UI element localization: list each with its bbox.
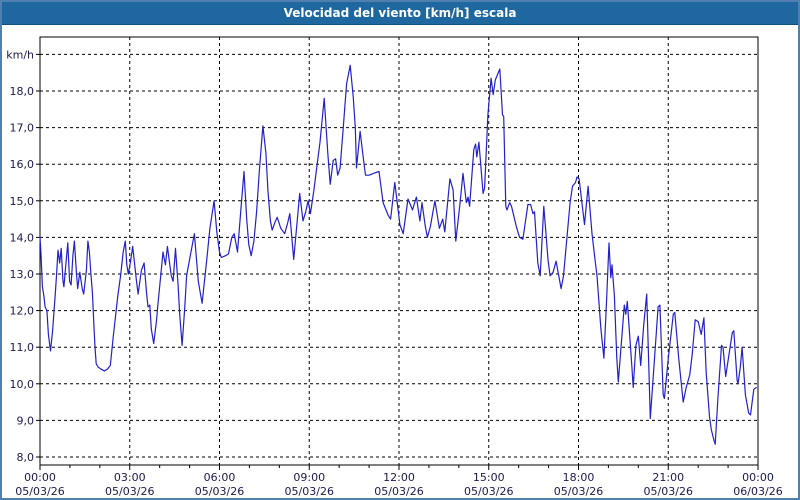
x-tick-date-label: 05/03/26 bbox=[105, 485, 154, 498]
x-tick-time-label: 09:00 bbox=[293, 471, 325, 484]
x-tick-date-label: 05/03/26 bbox=[554, 485, 603, 498]
plot-frame bbox=[39, 36, 759, 466]
x-tick-date-label: 05/03/26 bbox=[15, 485, 64, 498]
x-tick-time-label: 00:00 bbox=[24, 471, 56, 484]
title-bar: Velocidad del viento [km/h] escala bbox=[2, 2, 798, 25]
y-tick-label: 10,0 bbox=[10, 378, 35, 391]
x-tick-time-label: 21:00 bbox=[652, 471, 684, 484]
x-tick-time-label: 03:00 bbox=[114, 471, 146, 484]
x-tick-time-label: 18:00 bbox=[563, 471, 595, 484]
y-tick-label: 18,0 bbox=[10, 85, 35, 98]
page-title: Velocidad del viento [km/h] escala bbox=[283, 6, 517, 20]
x-tick-date-label: 05/03/26 bbox=[285, 485, 334, 498]
y-tick-label: 12,0 bbox=[10, 305, 35, 318]
y-tick-label: 17,0 bbox=[10, 122, 35, 135]
y-tick-label: 14,0 bbox=[10, 231, 35, 244]
x-tick-date-label: 05/03/26 bbox=[464, 485, 513, 498]
x-tick-date-label: 05/03/26 bbox=[374, 485, 423, 498]
y-tick-label: 16,0 bbox=[10, 158, 35, 171]
x-tick-time-label: 00:00 bbox=[742, 471, 774, 484]
x-tick-time-label: 15:00 bbox=[473, 471, 505, 484]
chart-canvas: km/h 18,0 17,0 16,0 15,0 14,0 13,0 12,0 11,0 10,0… bbox=[2, 25, 798, 498]
y-tick-label: 9,0 bbox=[17, 414, 35, 427]
y-axis-unit-label: km/h bbox=[6, 48, 34, 61]
wind-speed-chart: km/h 18,0 17,0 16,0 15,0 14,0 13,0 12,0 11,0 10,0… bbox=[6, 36, 783, 498]
x-tick-date-label: 06/03/26 bbox=[733, 485, 782, 498]
x-tick-date-label: 05/03/26 bbox=[195, 485, 244, 498]
x-tick-time-label: 12:00 bbox=[383, 471, 415, 484]
wind-speed-line bbox=[39, 64, 757, 445]
y-tick-label: 15,0 bbox=[10, 195, 35, 208]
x-tick-date-label: 05/03/26 bbox=[644, 485, 693, 498]
y-tick-label: 13,0 bbox=[10, 268, 35, 281]
x-tick-time-label: 06:00 bbox=[204, 471, 236, 484]
y-tick-label: 11,0 bbox=[10, 341, 35, 354]
y-tick-label: 8,0 bbox=[17, 451, 35, 464]
